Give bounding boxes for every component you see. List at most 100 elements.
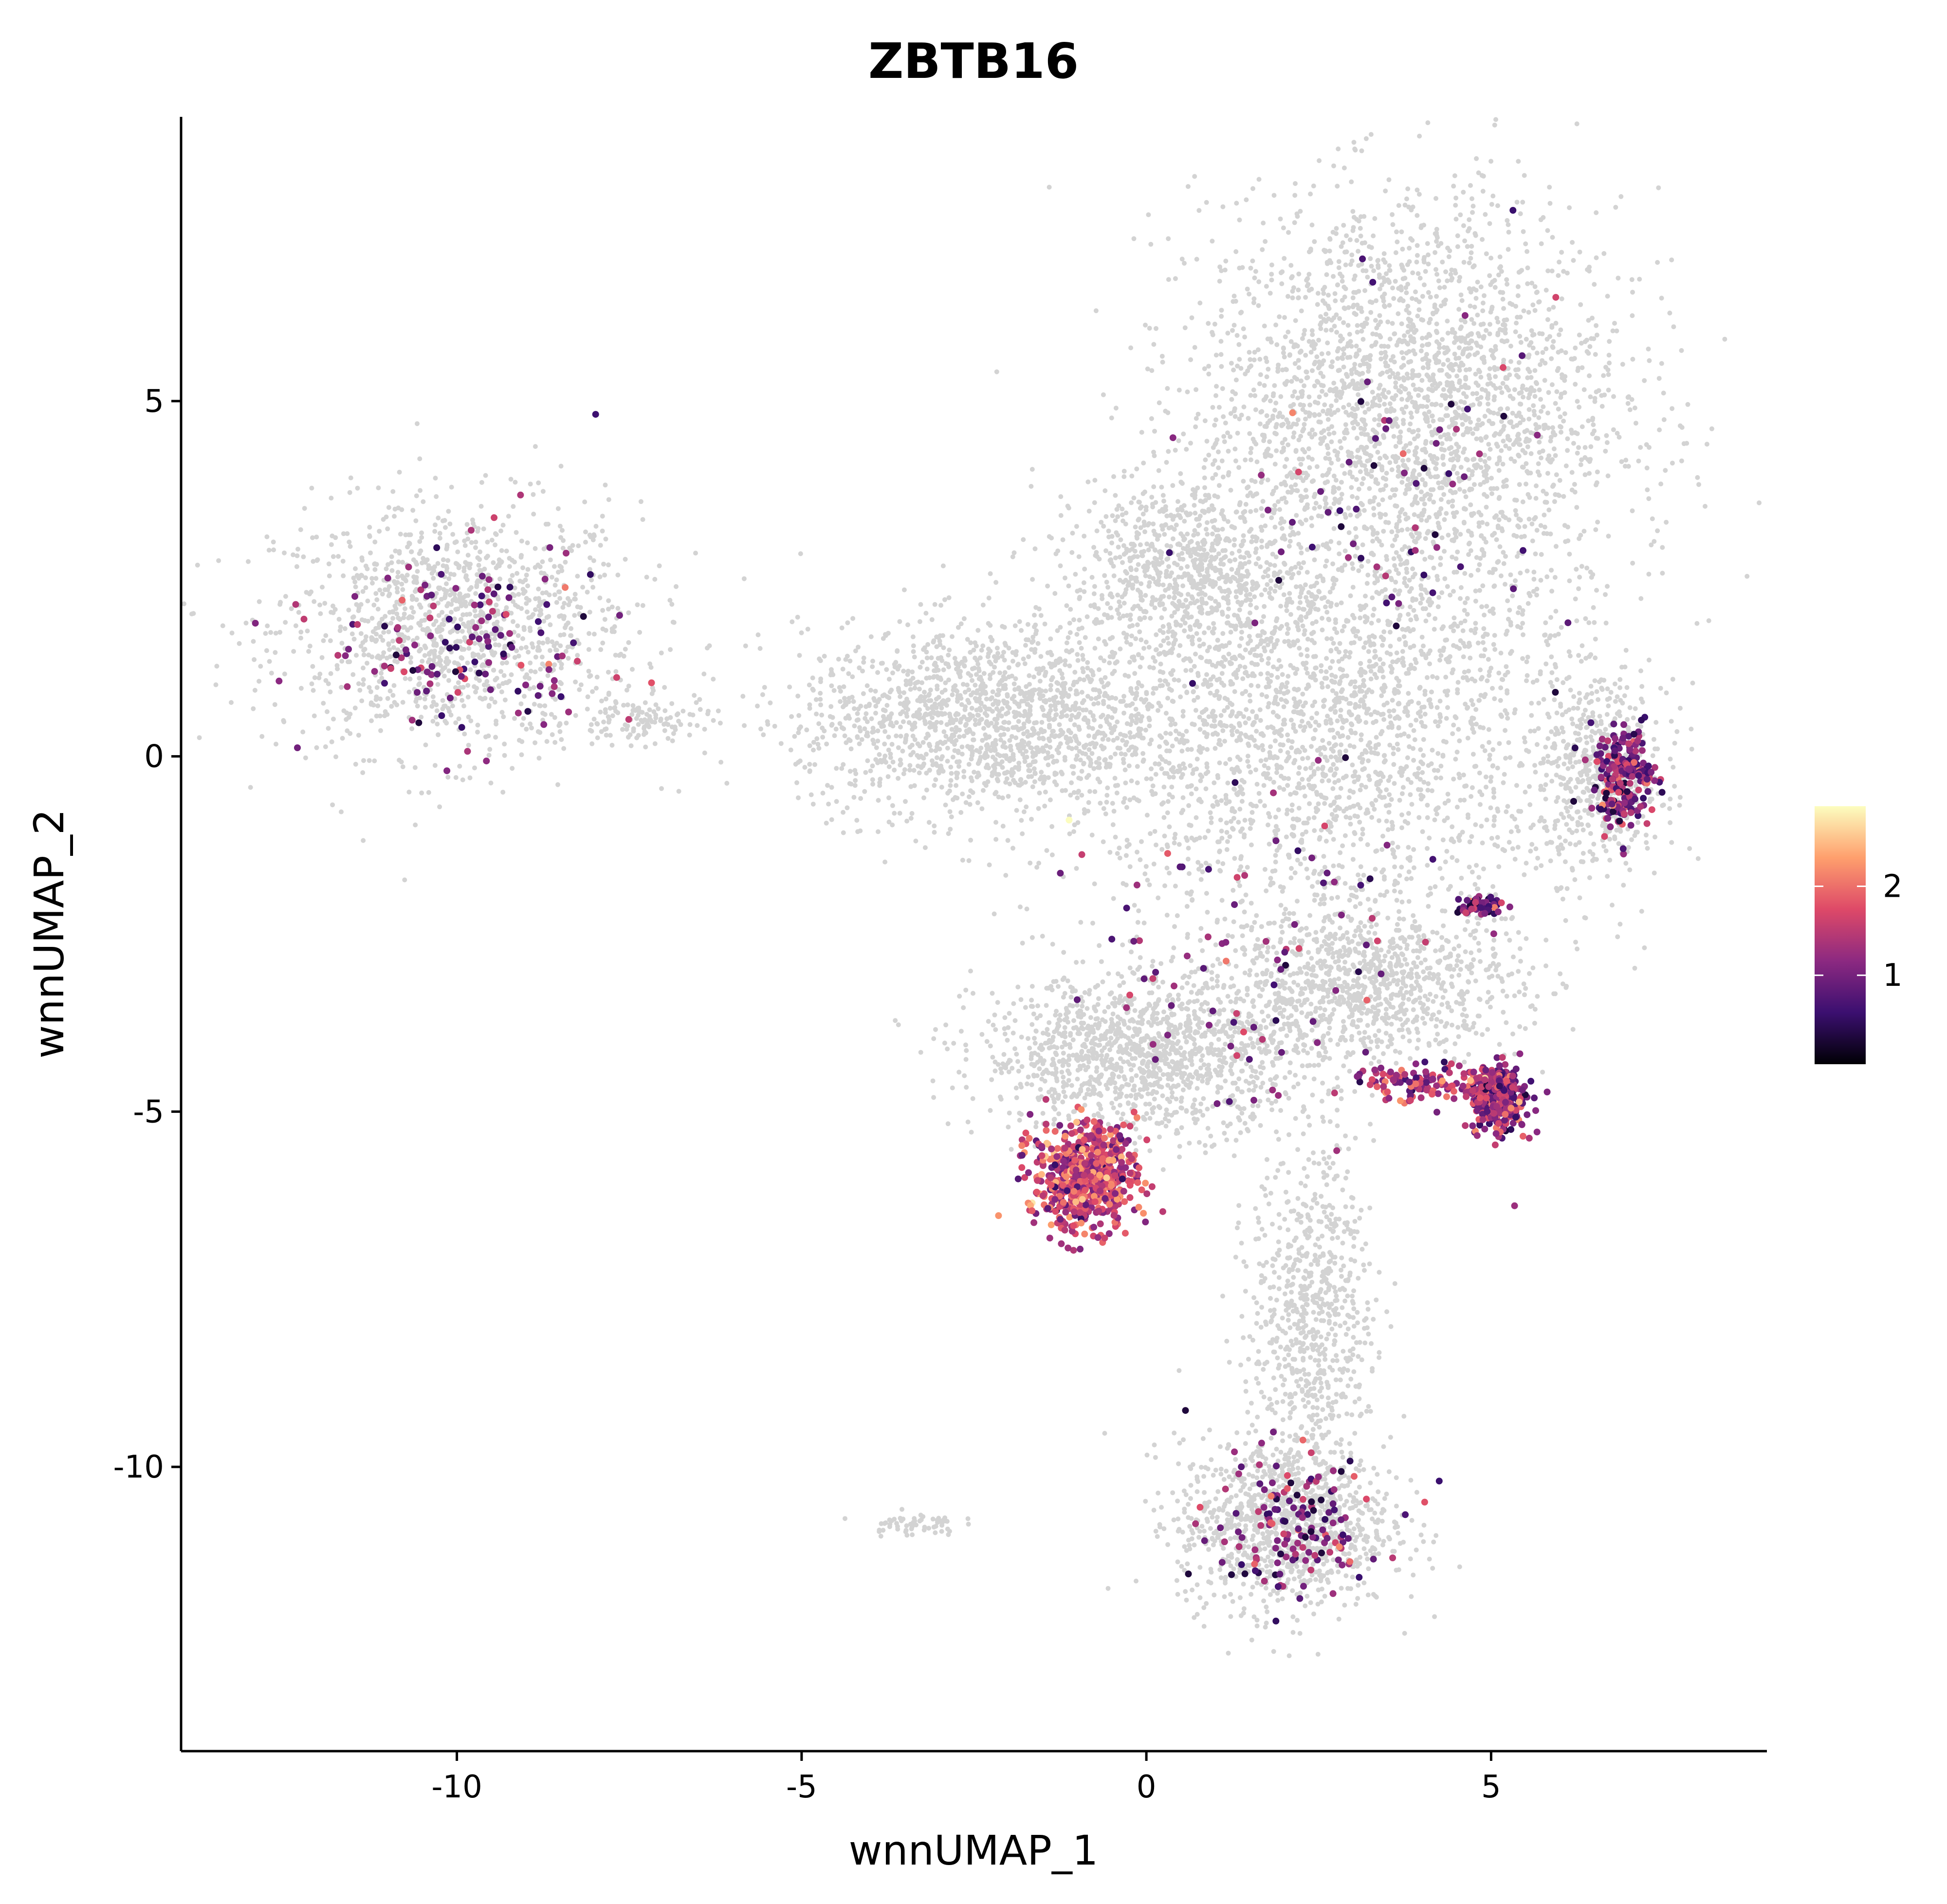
cell-point <box>388 688 393 693</box>
cell-point <box>1377 403 1382 408</box>
cell-point <box>1367 740 1372 745</box>
cell-point <box>1472 630 1477 635</box>
cell-point <box>1410 372 1415 377</box>
cell-point <box>1533 515 1538 520</box>
cell-point <box>1219 829 1224 833</box>
cell-point <box>1366 649 1371 654</box>
cell-point <box>1516 367 1521 372</box>
cell-point <box>600 514 605 518</box>
cell-point <box>1468 332 1473 336</box>
cell-point <box>1647 358 1652 363</box>
cell-point <box>1264 284 1269 289</box>
cell-point <box>1300 521 1304 526</box>
cell-point <box>1319 669 1323 674</box>
cell-point <box>1399 229 1404 234</box>
cell-point <box>625 702 630 707</box>
cell-point <box>1577 405 1581 409</box>
cell-point <box>1498 255 1503 259</box>
cell-point <box>1526 471 1531 476</box>
cell-point <box>368 689 373 694</box>
cell-point <box>1437 285 1442 290</box>
cell-point <box>498 529 503 534</box>
cell-point <box>553 583 558 588</box>
cell-point <box>1296 288 1301 293</box>
cell-point <box>1219 314 1224 319</box>
cell-point <box>481 643 486 648</box>
cell-point <box>339 810 344 814</box>
cell-point <box>386 641 391 646</box>
cell-point <box>1528 729 1533 734</box>
cell-point <box>494 603 498 608</box>
cell-point <box>1258 372 1263 377</box>
cell-point <box>1444 511 1449 516</box>
cell-point <box>1422 501 1427 506</box>
cell-point <box>1359 445 1364 450</box>
cell-point <box>1525 428 1529 433</box>
cell-point <box>1408 422 1413 426</box>
cell-point <box>1353 290 1358 295</box>
cell-point <box>1394 250 1398 255</box>
cell-point <box>1258 671 1263 676</box>
cell-point <box>1469 548 1473 553</box>
cell-point <box>1525 655 1530 660</box>
cell-point <box>1261 499 1266 504</box>
cell-point <box>327 573 332 578</box>
cell-point <box>557 596 562 601</box>
cell-point <box>1409 780 1414 785</box>
cell-point <box>692 693 697 698</box>
cell-point <box>1318 420 1323 425</box>
cell-point <box>612 705 617 710</box>
cell-point <box>1514 513 1519 518</box>
cell-point <box>1272 921 1277 925</box>
cell-point <box>1548 201 1553 206</box>
cell-point <box>420 560 424 565</box>
cell-point <box>590 585 595 590</box>
cell-point <box>406 790 411 795</box>
cell-point <box>1467 367 1472 372</box>
cell-point <box>1362 508 1367 513</box>
cell-point <box>1500 290 1505 295</box>
cell-point <box>1346 735 1351 740</box>
cell-point <box>1376 481 1380 486</box>
cell-point <box>1323 392 1328 397</box>
cell-point <box>389 555 394 559</box>
cell-point <box>539 571 544 575</box>
cell-point <box>537 756 542 760</box>
cell-point <box>493 678 497 683</box>
cell-point <box>1481 189 1486 194</box>
cell-point <box>516 592 521 597</box>
cell-point <box>350 631 355 636</box>
cell-point <box>1357 487 1361 492</box>
cell-point <box>1359 837 1363 842</box>
cell-point <box>1310 368 1315 373</box>
cell-point <box>1114 406 1119 410</box>
cell-point <box>407 690 412 695</box>
cell-point <box>1695 475 1700 480</box>
cell-point <box>458 592 462 596</box>
cell-point <box>442 674 447 679</box>
cell-point <box>531 645 535 650</box>
cell-point <box>257 679 261 684</box>
cell-point <box>1619 459 1624 464</box>
cell-point <box>1388 495 1393 500</box>
cell-point <box>1364 321 1369 326</box>
cell-point <box>438 663 443 668</box>
cell-point <box>1339 244 1344 249</box>
cell-point <box>598 647 603 652</box>
cell-point <box>1298 402 1303 407</box>
cell-point <box>452 592 457 596</box>
cell-point <box>1298 209 1303 214</box>
cell-point <box>1556 632 1561 637</box>
cell-point <box>1527 517 1532 521</box>
cell-point <box>1359 234 1363 239</box>
cell-point <box>1315 464 1320 469</box>
cell-point <box>1495 367 1500 371</box>
cell-point <box>1314 806 1319 811</box>
cell-point <box>583 540 588 545</box>
cell-point <box>1252 393 1257 398</box>
cell-point <box>1354 354 1359 359</box>
cell-point <box>1323 328 1328 333</box>
cell-point <box>1220 386 1225 391</box>
cell-point <box>1634 421 1638 425</box>
cell-point <box>1394 393 1398 398</box>
